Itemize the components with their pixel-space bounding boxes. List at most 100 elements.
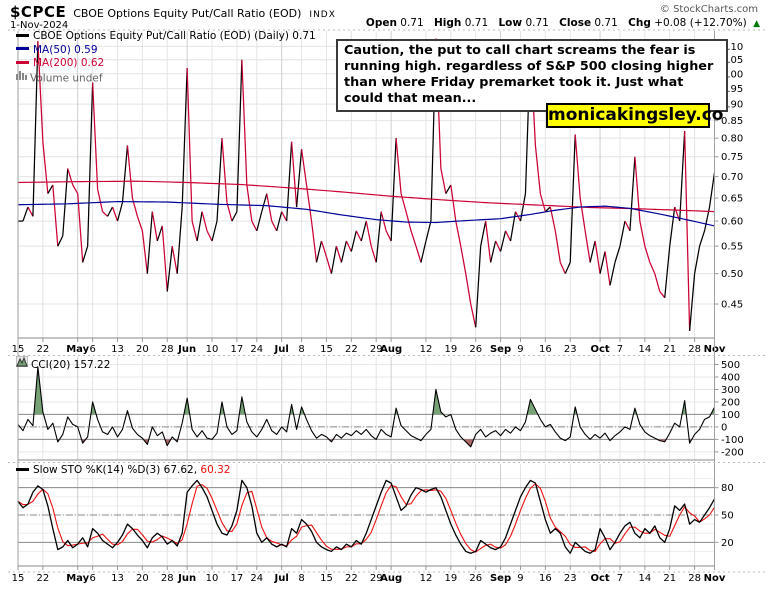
series-value: 0.71 [292, 30, 316, 42]
svg-text:22: 22 [345, 573, 358, 584]
up-arrow-icon: ▲ [753, 19, 760, 29]
sto-legend: Slow STO %K(14) %D(3) 67.62, 60.32 [16, 464, 230, 478]
svg-text:16: 16 [539, 344, 552, 355]
svg-text:7: 7 [617, 344, 623, 355]
svg-text:10: 10 [206, 573, 219, 584]
svg-text:16: 16 [539, 573, 552, 584]
svg-text:6: 6 [89, 344, 95, 355]
svg-text:0.50: 0.50 [721, 269, 743, 280]
svg-text:15: 15 [12, 573, 25, 584]
svg-text:20: 20 [721, 538, 734, 549]
svg-text:21: 21 [663, 573, 676, 584]
series-swatch-icon [16, 33, 29, 37]
high-label: High [434, 17, 462, 29]
svg-text:19: 19 [444, 344, 457, 355]
volume-label: Volume [30, 71, 70, 84]
legend-ma200: MA(200) 0.62 [16, 57, 316, 71]
svg-text:0: 0 [721, 422, 727, 433]
ma200-value: 0.62 [80, 57, 105, 69]
quote-bar: Open 0.71 High 0.71 Low 0.71 Close 0.71 … [359, 17, 760, 29]
svg-text:6: 6 [89, 573, 95, 584]
svg-text:200: 200 [721, 397, 740, 408]
chart-date: 1-Nov-2024 [10, 20, 69, 31]
svg-text:28: 28 [688, 344, 701, 355]
exchange-label: INDX [309, 10, 336, 20]
svg-text:0.70: 0.70 [721, 172, 743, 183]
svg-text:20: 20 [136, 573, 149, 584]
sto-d-value: 60.32 [200, 464, 231, 476]
svg-text:Jun: Jun [177, 573, 196, 584]
svg-text:9: 9 [517, 573, 523, 584]
svg-text:Sep: Sep [490, 573, 511, 584]
ma50-label: MA(50) [33, 43, 71, 56]
svg-text:Oct: Oct [590, 573, 609, 584]
svg-text:10: 10 [206, 344, 219, 355]
svg-text:400: 400 [721, 372, 740, 383]
svg-text:22: 22 [37, 573, 50, 584]
cci-value: 157.22 [73, 358, 111, 371]
svg-text:-100: -100 [721, 435, 744, 446]
svg-text:14: 14 [638, 344, 651, 355]
svg-text:17: 17 [231, 573, 244, 584]
cci-label: CCI(20) [31, 358, 71, 371]
annotation-box: Caution, the put to call chart screams t… [336, 39, 728, 112]
close-label: Close [559, 17, 592, 29]
svg-text:29: 29 [370, 573, 383, 584]
sto-k-value: 67.62, [163, 464, 198, 476]
cci-legend: CCI(20) 157.22 [15, 355, 111, 373]
legend-series: CBOE Options Equity Put/Call Ratio (EOD)… [16, 30, 316, 44]
svg-text:300: 300 [721, 385, 740, 396]
svg-text:Oct: Oct [590, 344, 609, 355]
svg-text:15: 15 [320, 344, 333, 355]
svg-text:80: 80 [721, 483, 734, 494]
svg-text:20: 20 [136, 344, 149, 355]
svg-text:500: 500 [721, 360, 740, 371]
svg-text:28: 28 [161, 573, 174, 584]
svg-text:22: 22 [345, 344, 358, 355]
svg-text:23: 23 [564, 344, 577, 355]
svg-text:100: 100 [721, 410, 740, 421]
ma200-label: MA(200) [33, 57, 78, 69]
svg-text:22: 22 [37, 344, 50, 355]
svg-text:24: 24 [250, 344, 263, 355]
ma50-value: 0.59 [74, 43, 98, 56]
sto-swatch-icon [16, 467, 29, 471]
svg-text:0.45: 0.45 [721, 300, 743, 311]
open-label: Open [365, 17, 397, 29]
chart-header: $CPCE CBOE Options Equity Put/Call Ratio… [10, 3, 336, 21]
svg-text:Nov: Nov [704, 344, 726, 355]
svg-text:May: May [66, 344, 89, 355]
svg-text:26: 26 [469, 573, 482, 584]
volume-bars-icon [16, 70, 27, 85]
chg-label: Chg [628, 17, 651, 29]
sto-label: Slow STO %K(14) %D(3) [33, 464, 161, 476]
svg-text:50: 50 [721, 511, 734, 522]
ma50-swatch-icon [16, 47, 29, 50]
svg-text:Sep: Sep [490, 344, 511, 355]
high-value: 0.71 [464, 17, 489, 29]
svg-text:0.85: 0.85 [721, 116, 743, 127]
svg-text:24: 24 [250, 573, 263, 584]
svg-text:0.55: 0.55 [721, 242, 743, 253]
svg-text:Jul: Jul [274, 344, 289, 355]
svg-text:28: 28 [688, 573, 701, 584]
svg-text:19: 19 [444, 573, 457, 584]
svg-text:8: 8 [298, 344, 304, 355]
svg-text:26: 26 [469, 344, 482, 355]
svg-text:12: 12 [420, 344, 433, 355]
low-label: Low [498, 17, 523, 29]
svg-text:15: 15 [320, 573, 333, 584]
close-value: 0.71 [594, 17, 618, 29]
svg-text:0.60: 0.60 [721, 217, 743, 228]
copyright-credit: © StockCharts.com [659, 4, 758, 15]
svg-text:21: 21 [663, 344, 676, 355]
svg-text:17: 17 [231, 344, 244, 355]
svg-text:9: 9 [517, 344, 523, 355]
symbol: $CPCE [10, 3, 67, 21]
open-value: 0.71 [400, 17, 424, 29]
ma200-swatch-icon [16, 60, 29, 64]
svg-text:Aug: Aug [380, 344, 402, 355]
svg-text:14: 14 [638, 573, 651, 584]
svg-text:13: 13 [111, 344, 124, 355]
